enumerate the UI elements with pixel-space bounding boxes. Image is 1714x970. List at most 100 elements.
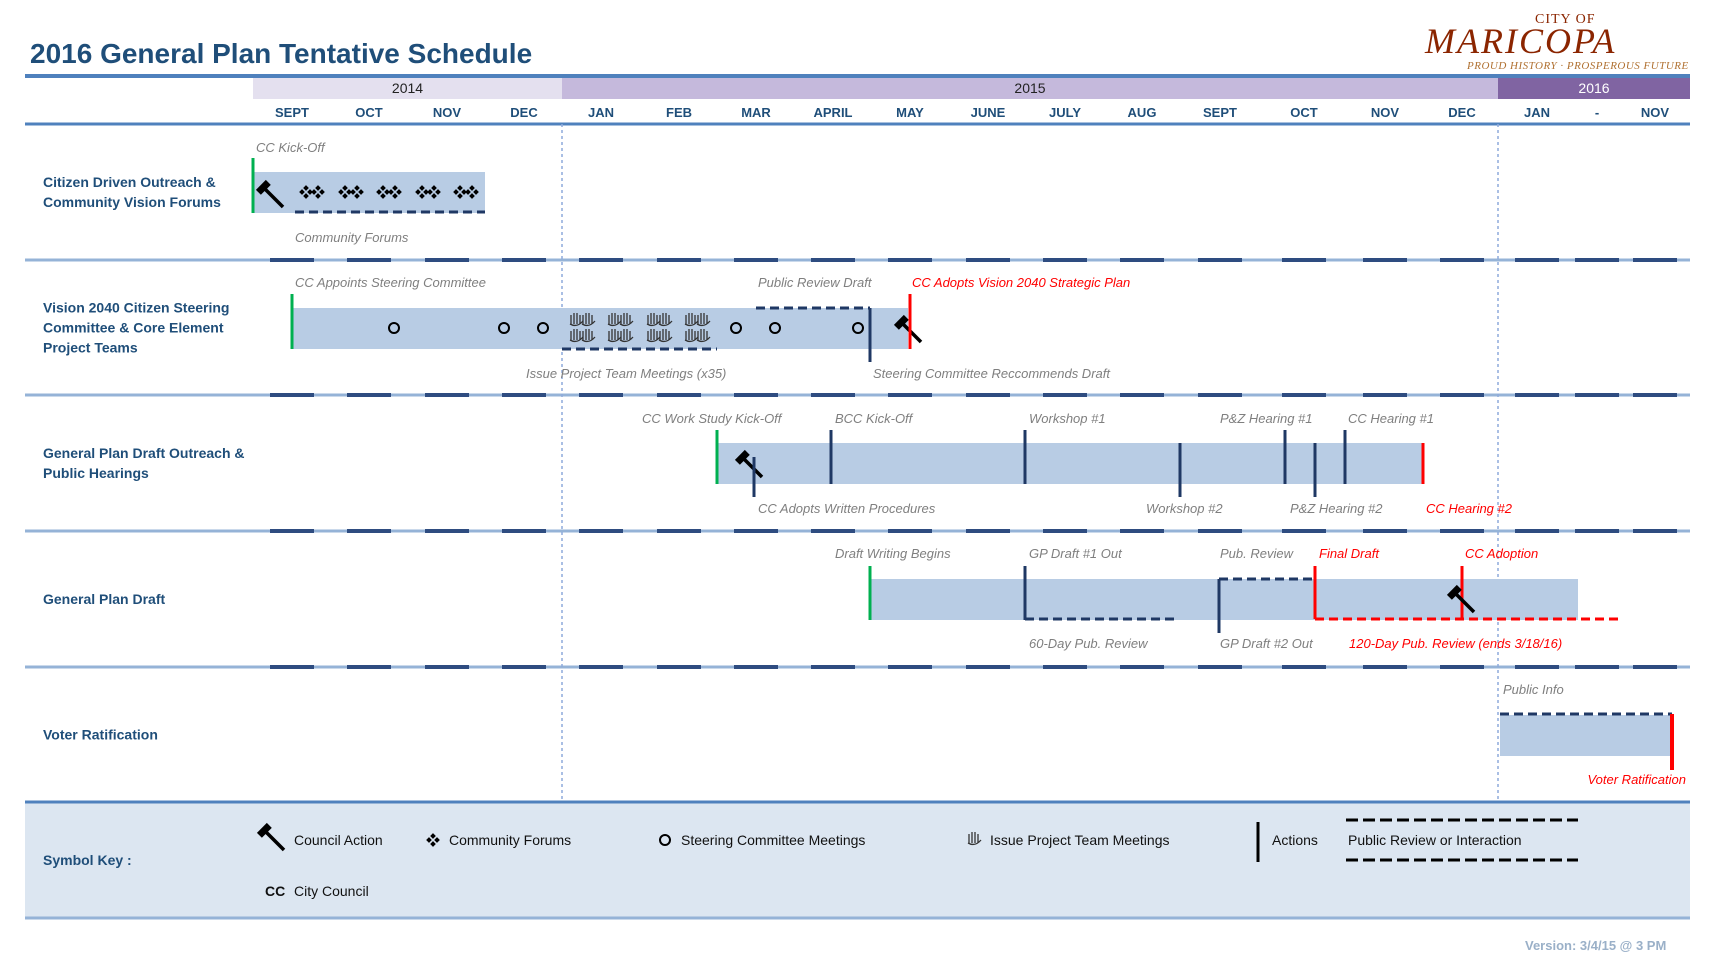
hands-icon bbox=[646, 329, 661, 343]
logo-name: MARICOPA bbox=[1425, 21, 1617, 61]
key-label: Issue Project Team Meetings bbox=[990, 832, 1170, 848]
hands-icon bbox=[619, 329, 634, 343]
annotation: GP Draft #2 Out bbox=[1220, 636, 1314, 651]
hand bbox=[646, 313, 661, 327]
hands-icon bbox=[684, 313, 699, 327]
month-label: OCT bbox=[355, 105, 383, 120]
hand bbox=[967, 832, 982, 846]
hand bbox=[581, 329, 596, 343]
year-band-2015 bbox=[562, 77, 1498, 99]
month-label: APRIL bbox=[814, 105, 853, 120]
year-label: 2014 bbox=[392, 80, 423, 96]
gavel-head bbox=[893, 314, 909, 330]
key-label: Council Action bbox=[294, 832, 383, 848]
year-label: 2016 bbox=[1578, 80, 1609, 96]
abbrev-label: City Council bbox=[294, 883, 369, 899]
row-label: Project Teams bbox=[43, 340, 138, 356]
hands-icon bbox=[569, 313, 584, 327]
annotation: CC Adoption bbox=[1465, 546, 1538, 561]
annotation: CC Adopts Written Procedures bbox=[758, 501, 936, 516]
row-label: General Plan Draft Outreach & bbox=[43, 445, 245, 461]
circle-icon bbox=[730, 322, 742, 334]
annotation: Pub. Review bbox=[1220, 546, 1295, 561]
month-label: JAN bbox=[588, 105, 614, 120]
hand bbox=[658, 329, 673, 343]
circle-icon bbox=[537, 322, 549, 334]
circle-icon bbox=[388, 322, 400, 334]
key-label: Actions bbox=[1272, 832, 1318, 848]
hand bbox=[658, 313, 673, 327]
annotation: CC Hearing #2 bbox=[1426, 501, 1513, 516]
hand bbox=[607, 329, 622, 343]
annotation: Draft Writing Begins bbox=[835, 546, 951, 561]
hands-icon bbox=[581, 313, 596, 327]
hands-icon bbox=[619, 313, 634, 327]
gavel-handle bbox=[262, 828, 286, 852]
task-bar bbox=[1500, 715, 1672, 756]
hand bbox=[569, 329, 584, 343]
month-label: NOV bbox=[433, 105, 462, 120]
annotation: 120-Day Pub. Review (ends 3/18/16) bbox=[1349, 636, 1562, 651]
annotation: P&Z Hearing #1 bbox=[1220, 411, 1313, 426]
month-label: - bbox=[1595, 105, 1599, 120]
annotation: CC Hearing #1 bbox=[1348, 411, 1434, 426]
key-label: Community Forums bbox=[449, 832, 571, 848]
month-label: SEPT bbox=[275, 105, 309, 120]
task-bar bbox=[717, 443, 1423, 484]
gavel-handle bbox=[261, 185, 285, 209]
key-label: Public Review or Interaction bbox=[1348, 832, 1522, 848]
annotation: Public Info bbox=[1503, 682, 1564, 697]
annotation: CC Adopts Vision 2040 Strategic Plan bbox=[912, 275, 1130, 290]
year-band-2014 bbox=[253, 77, 562, 99]
hand bbox=[646, 329, 661, 343]
annotation: CC Work Study Kick-Off bbox=[642, 411, 783, 426]
month-label: OCT bbox=[1290, 105, 1318, 120]
logo-tagline: PROUD HISTORY · PROSPEROUS FUTURE bbox=[1467, 60, 1689, 72]
annotation: Voter Ratification bbox=[1587, 772, 1686, 787]
hand bbox=[619, 313, 634, 327]
page-title: 2016 General Plan Tentative Schedule bbox=[30, 38, 533, 69]
annotation: GP Draft #1 Out bbox=[1029, 546, 1123, 561]
version-label: Version: 3/4/15 @ 3 PM bbox=[1525, 938, 1667, 953]
gavel-icon bbox=[1446, 584, 1476, 614]
hand bbox=[696, 313, 711, 327]
diamond bbox=[426, 837, 432, 843]
gavel-head bbox=[1446, 584, 1462, 600]
hands-icon bbox=[658, 313, 673, 327]
hands-icon bbox=[569, 329, 584, 343]
annotation: Issue Project Team Meetings (x35) bbox=[526, 366, 726, 381]
hands-icon bbox=[658, 329, 673, 343]
circle-icon bbox=[498, 322, 510, 334]
annotation: Final Draft bbox=[1319, 546, 1380, 561]
annotation: Public Review Draft bbox=[758, 275, 873, 290]
gavel-icon bbox=[255, 179, 285, 209]
gavel-handle bbox=[1452, 590, 1476, 614]
annotation: Steering Committee Reccommends Draft bbox=[873, 366, 1111, 381]
logo-city: CITY OF bbox=[1535, 12, 1596, 27]
hand bbox=[607, 313, 622, 327]
task-bar bbox=[292, 308, 908, 349]
row-label: Voter Ratification bbox=[43, 727, 158, 743]
hands-icon bbox=[646, 313, 661, 327]
month-label: MAY bbox=[896, 105, 924, 120]
month-label: MAR bbox=[741, 105, 771, 120]
maricopa-logo: CITY OF MARICOPA PROUD HISTORY · PROSPER… bbox=[1425, 12, 1690, 72]
row-label: Committee & Core Element bbox=[43, 320, 224, 336]
hands-icon bbox=[607, 329, 622, 343]
row-label: General Plan Draft bbox=[43, 591, 165, 607]
hand bbox=[569, 313, 584, 327]
month-label: DEC bbox=[1448, 105, 1476, 120]
abbrev-code: CC bbox=[265, 883, 285, 899]
annotation: P&Z Hearing #2 bbox=[1290, 501, 1383, 516]
hand bbox=[684, 329, 699, 343]
annotation: Community Forums bbox=[295, 230, 409, 245]
annotation: BCC Kick-Off bbox=[835, 411, 914, 426]
hands-icon bbox=[684, 329, 699, 343]
row-label: Public Hearings bbox=[43, 465, 149, 481]
month-label: JAN bbox=[1524, 105, 1550, 120]
circle-icon bbox=[659, 834, 671, 846]
month-label: NOV bbox=[1641, 105, 1670, 120]
month-label: AUG bbox=[1128, 105, 1157, 120]
annotation: Workshop #2 bbox=[1146, 501, 1223, 516]
month-label: JUNE bbox=[971, 105, 1006, 120]
